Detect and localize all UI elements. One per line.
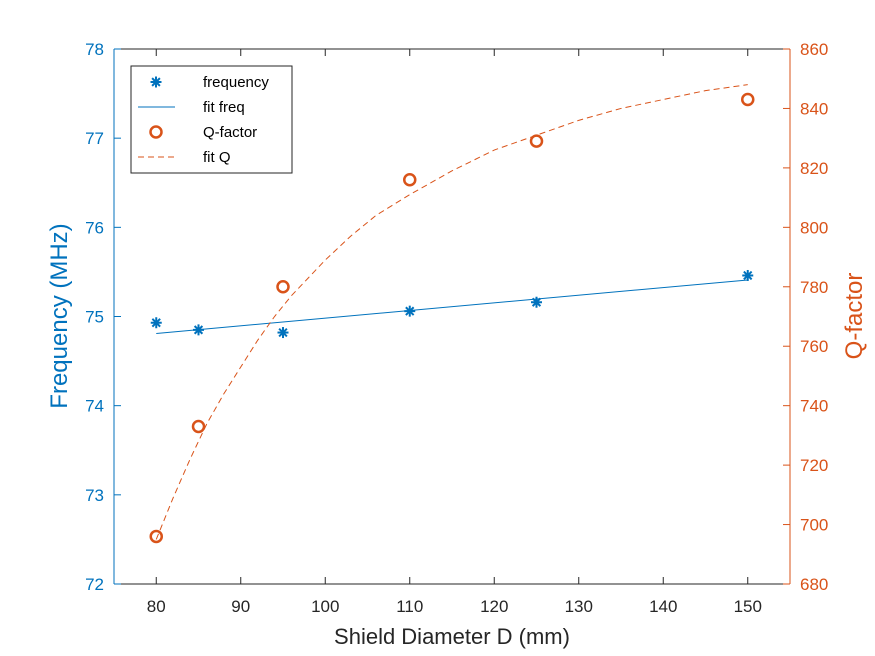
x-tick-label: 90 (231, 597, 250, 616)
data-point-frequency (150, 317, 162, 329)
legend-entries: frequency fit freq Q-factor fit Q (138, 74, 269, 166)
series-line-fit-q (155, 84, 748, 540)
data-point-q-factor (191, 419, 206, 434)
data-point-frequency (193, 324, 204, 336)
y-left-tick-label: 72 (85, 575, 104, 594)
x-tick-label: 120 (480, 597, 508, 616)
legend-label-fit-freq: fit freq (203, 99, 245, 116)
legend-swatch-frequency (150, 76, 162, 88)
data-point-frequency (404, 305, 416, 317)
y-right-tick-label: 840 (800, 99, 828, 118)
data-point-q-factor (741, 92, 755, 107)
x-tick-label: 140 (649, 597, 677, 616)
x-tick-label: 110 (396, 597, 423, 616)
x-axis-label: Shield Diameter D (mm) (334, 624, 570, 649)
y-left-tick-label: 77 (85, 129, 104, 148)
y-right-tick-label: 800 (800, 218, 828, 237)
data-point-frequency (742, 269, 754, 281)
data-point-frequency (531, 296, 542, 308)
legend-label-fit-q: fit Q (203, 149, 231, 166)
data-point-q-factor (529, 134, 544, 148)
y-axis-label-left: Frequency (MHz) (46, 223, 73, 408)
y-right-tick-label: 760 (800, 337, 828, 356)
x-tick-label: 150 (734, 597, 762, 616)
legend-label-frequency: frequency (203, 74, 269, 91)
series-line-fit-freq (156, 279, 748, 334)
data-point-q-factor (149, 529, 163, 544)
y-right-tick-label: 700 (800, 516, 828, 535)
y-left-tick-label: 75 (85, 308, 104, 327)
y-left-tick-label: 76 (85, 218, 104, 237)
x-tick-label: 130 (565, 597, 593, 616)
y-axis-label-right: Q-factor (841, 273, 868, 360)
y-right-tick-label: 720 (800, 456, 828, 475)
x-tick-label: 80 (147, 597, 166, 616)
y-right-tick-label: 680 (800, 575, 828, 594)
y-right-tick-label: 740 (800, 397, 828, 416)
data-markers (149, 92, 755, 544)
y-right-tick-label: 780 (800, 278, 828, 297)
y-right-tick-label: 860 (800, 40, 828, 59)
y-left-tick-label: 74 (85, 397, 104, 416)
data-point-q-factor (276, 280, 290, 294)
y-right-tick-label: 820 (800, 159, 828, 178)
data-point-frequency (277, 327, 289, 339)
legend: frequency fit freq Q-factor fit Q (130, 65, 293, 174)
y-left-tick-label: 73 (85, 486, 104, 505)
axis-ticks: 80 90 100 110 120 130 140 150 72 73 74 75 76 77 78 680 7… (85, 40, 828, 616)
x-tick-label: 100 (311, 597, 339, 616)
legend-swatch-q-factor (149, 125, 163, 139)
legend-label-q-factor: Q-factor (203, 124, 257, 141)
fit-lines (155, 84, 748, 540)
data-point-q-factor (403, 173, 417, 187)
y-left-tick-label: 78 (85, 40, 104, 59)
